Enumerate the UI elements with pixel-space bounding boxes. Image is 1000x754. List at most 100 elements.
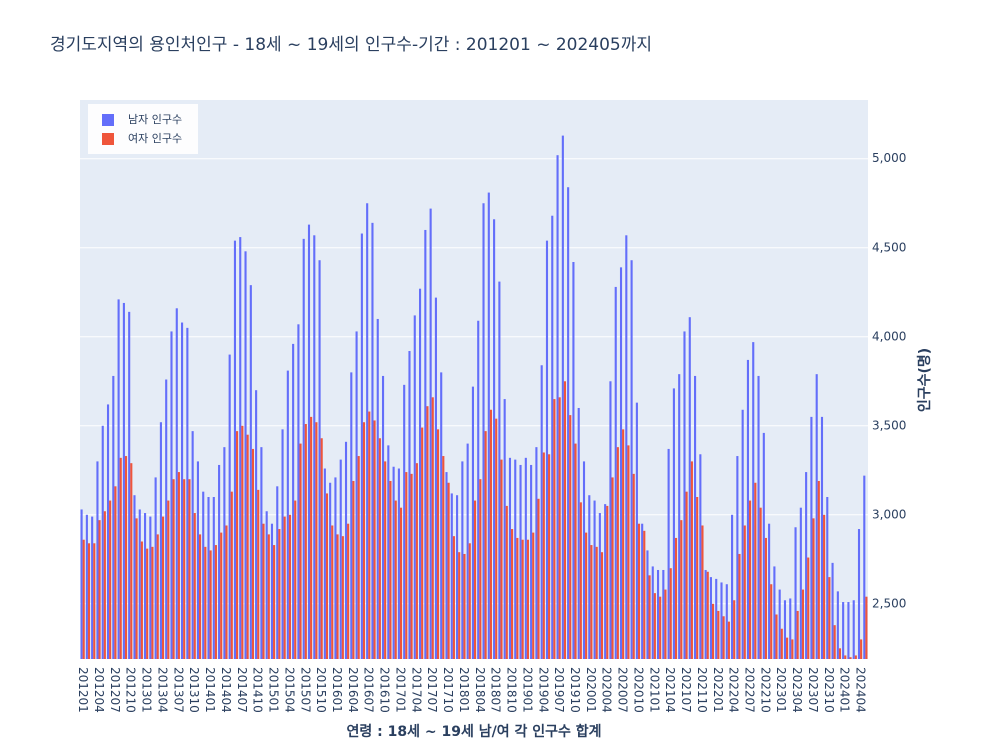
bar <box>759 507 762 659</box>
bar <box>567 187 570 659</box>
bar <box>307 224 311 659</box>
bar <box>791 639 794 659</box>
x-tick-label: 202010 <box>631 667 645 713</box>
bar <box>103 511 106 659</box>
bar <box>218 464 221 659</box>
bar <box>849 657 852 659</box>
bar <box>820 416 824 659</box>
x-tick-label: 201201 <box>76 667 90 713</box>
x-tick-label: 201501 <box>267 667 281 713</box>
bar <box>85 514 88 659</box>
bar <box>773 566 776 659</box>
bar <box>598 513 601 659</box>
bar <box>678 374 681 659</box>
bar <box>193 513 196 659</box>
bar <box>826 496 829 659</box>
bar <box>257 489 260 659</box>
bar <box>304 424 307 659</box>
bar <box>413 315 416 659</box>
x-tick-label: 201710 <box>441 667 455 713</box>
bar <box>535 447 538 659</box>
bar <box>228 354 231 659</box>
bar <box>749 500 752 659</box>
bar <box>431 397 434 659</box>
bar <box>463 553 466 659</box>
bar <box>823 514 826 659</box>
bar <box>600 552 604 659</box>
bar <box>204 546 207 659</box>
x-tick-label: 201910 <box>568 667 582 713</box>
bar <box>786 637 789 659</box>
bar <box>616 447 619 659</box>
bar <box>331 525 334 659</box>
bar <box>315 422 318 659</box>
bar <box>588 495 591 659</box>
x-tick-label: 201810 <box>505 667 519 713</box>
bar <box>170 331 173 659</box>
bar <box>733 600 736 659</box>
x-tick-label: 201804 <box>473 667 487 713</box>
y-tick-label: 3,500 <box>872 418 906 432</box>
bar <box>519 464 522 659</box>
x-tick-label: 202107 <box>679 667 693 713</box>
bar <box>405 472 408 659</box>
bar <box>810 416 813 659</box>
bar <box>233 240 237 659</box>
bar <box>323 468 326 659</box>
x-tick-label: 201310 <box>187 667 201 713</box>
bar <box>154 477 157 659</box>
bar <box>516 537 519 659</box>
bar <box>96 461 99 659</box>
bar <box>124 456 128 659</box>
bar <box>82 539 85 659</box>
bar <box>674 537 678 659</box>
bar <box>384 461 387 659</box>
bar <box>241 425 244 659</box>
bar <box>651 566 654 659</box>
bar <box>865 596 868 659</box>
bar <box>542 452 545 659</box>
bar <box>768 523 771 659</box>
bar <box>128 311 131 659</box>
x-tick-label: 201204 <box>92 667 106 713</box>
x-tick-label: 201207 <box>108 667 122 713</box>
bar <box>477 320 480 659</box>
bar <box>318 260 321 659</box>
bar <box>643 530 646 659</box>
bar <box>548 454 551 659</box>
bar <box>140 541 143 659</box>
x-tick-label: 201401 <box>203 667 217 713</box>
bar <box>696 496 699 659</box>
bar <box>847 602 850 659</box>
bar <box>801 589 805 659</box>
x-tick-label: 201504 <box>282 667 296 713</box>
bar <box>540 365 543 659</box>
bar <box>334 477 337 659</box>
bar <box>493 219 496 659</box>
y-tick-label: 2,500 <box>872 596 906 610</box>
bar <box>101 425 104 659</box>
x-tick-label: 201407 <box>235 667 249 713</box>
bar <box>130 463 133 659</box>
x-tick-label: 202201 <box>711 667 725 713</box>
bar <box>611 477 614 659</box>
bar <box>410 473 413 659</box>
bar <box>505 505 508 659</box>
bar <box>609 381 612 659</box>
bar <box>135 518 138 659</box>
bar <box>87 543 91 659</box>
bar <box>249 285 252 659</box>
bar <box>641 523 644 659</box>
bar <box>188 479 191 659</box>
bar <box>360 233 363 659</box>
bar <box>805 472 808 659</box>
x-tick-label: 202404 <box>854 667 868 713</box>
bar <box>731 514 734 659</box>
bar <box>537 498 540 659</box>
bar <box>278 529 281 659</box>
bar <box>122 302 125 659</box>
bar <box>863 475 866 659</box>
bar <box>267 534 270 659</box>
bar <box>860 639 863 659</box>
bar <box>635 402 638 659</box>
